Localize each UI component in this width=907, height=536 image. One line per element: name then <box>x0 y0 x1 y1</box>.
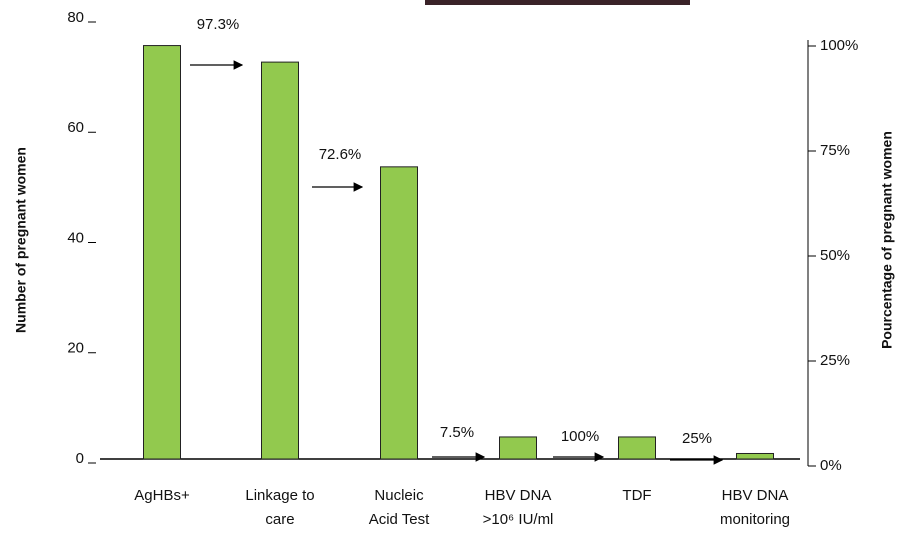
bar <box>143 45 181 460</box>
bar <box>499 436 537 460</box>
x-tick-label: Linkage to care <box>245 487 315 528</box>
y2-tick-label: 25% <box>820 352 850 369</box>
banner-fragment <box>425 0 690 5</box>
bar <box>261 61 299 460</box>
x-tick-label: TDF <box>622 487 652 504</box>
y-axis-title: Number of pregnant women <box>13 147 29 333</box>
y2-tick-label: 50% <box>820 247 850 264</box>
y2-tick-label: 100% <box>820 37 858 54</box>
x-tick-label: AgHBs+ <box>134 487 190 504</box>
y-tick-label: 0 <box>76 450 84 467</box>
x-tick-label: HBV DNA >10⁶ IU/ml <box>482 487 554 528</box>
x-tick-label: HBV DNA monitoring <box>719 487 791 528</box>
annotation: 7.5% <box>440 424 474 441</box>
bar <box>736 452 774 460</box>
y2-tick-label: 0% <box>820 457 842 474</box>
y-tick-label: 40 <box>67 229 84 246</box>
annotation: 97.3% <box>197 16 240 33</box>
x-tick-label: Nucleic Acid Test <box>368 487 430 528</box>
bar <box>380 166 418 460</box>
annotation: 72.6% <box>319 146 362 163</box>
y-tick-label: 80 <box>67 9 84 26</box>
bar <box>618 436 656 460</box>
y-tick-label: 20 <box>67 340 84 357</box>
y2-tick-label: 75% <box>820 142 850 159</box>
y-tick-label: 60 <box>67 119 84 136</box>
y2-axis-title: Pourcentage of pregnant women <box>879 131 895 349</box>
annotation: 100% <box>561 428 599 445</box>
annotation: 25% <box>682 430 712 447</box>
